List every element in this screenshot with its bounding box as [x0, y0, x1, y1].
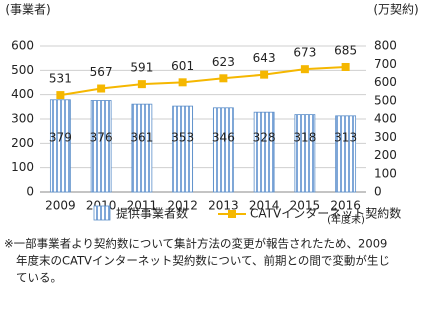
legend-label: CATVインターネット契約数: [250, 206, 401, 221]
y-tick-label: 500: [11, 63, 34, 77]
y-tick-label: 600: [11, 39, 34, 53]
y2-tick-label: 200: [374, 148, 397, 162]
y2-tick-label: 100: [374, 166, 397, 180]
x-tick-label: 2011: [127, 199, 158, 213]
line-value-label: 591: [130, 61, 153, 75]
footnote: ている。: [16, 271, 62, 285]
line-value-label: 601: [171, 59, 194, 73]
y2-axis-title: (万契約): [373, 2, 418, 17]
line-value-label: 567: [90, 65, 113, 79]
line-marker: [178, 78, 187, 87]
y2-tick-label: 0: [374, 185, 382, 199]
line-marker: [137, 80, 146, 89]
y-tick-label: 400: [11, 87, 34, 101]
line: [60, 65, 346, 97]
bar-value-label: 346: [212, 131, 235, 145]
y2-tick-label: 500: [374, 93, 397, 107]
line-marker: [56, 91, 65, 100]
x-tick-label: 2012: [167, 199, 198, 213]
y2-tick-label: 700: [374, 57, 397, 71]
bar-value-label: 328: [253, 131, 276, 145]
footnote: 年度末のCATVインターネット契約数について、前期との間で変動が生じ: [16, 254, 390, 268]
bar-value-label: 318: [293, 131, 316, 145]
x-tick-label: 2009: [45, 199, 76, 213]
line-marker: [219, 74, 228, 83]
x-note: (年度末): [327, 213, 365, 226]
bar: [131, 103, 153, 193]
y-tick-label: 100: [11, 160, 34, 174]
y-tick-label: 300: [11, 112, 34, 126]
bar: [253, 111, 275, 193]
bar-value-label: 361: [130, 131, 153, 145]
x-tick-label: 2014: [249, 199, 280, 213]
y2-tick-label: 300: [374, 130, 397, 144]
line-value-label: 643: [253, 51, 276, 65]
line-value-label: 623: [212, 55, 235, 69]
bar-value-label: 379: [49, 131, 72, 145]
line-marker: [260, 70, 269, 79]
bar: [294, 114, 316, 193]
x-tick-label: 2015: [290, 199, 321, 213]
y-tick-label: 200: [11, 136, 34, 150]
bar: [335, 115, 357, 193]
y-axis-title: (事業者): [5, 3, 50, 17]
bar-value-label: 313: [334, 131, 357, 145]
x-tick-label: 2013: [208, 199, 239, 213]
bar: [172, 105, 194, 193]
footnote: ※一部事業者より契約数について集計方法の変更が報告されたため、2009: [4, 237, 387, 251]
bar: [90, 100, 112, 193]
line-value-label: 531: [49, 72, 72, 86]
bar-value-label: 353: [171, 131, 194, 145]
bar: [212, 107, 234, 193]
legend-label: 提供事業者数: [116, 206, 188, 221]
line-value-label: 673: [293, 46, 316, 60]
x-tick-label: 2016: [330, 199, 361, 213]
y2-tick-label: 600: [374, 75, 397, 89]
legend-swatch: [93, 205, 111, 221]
line-marker: [97, 84, 106, 93]
legend-marker: [228, 210, 236, 218]
line-value-label: 685: [334, 43, 357, 57]
y2-tick-label: 400: [374, 112, 397, 126]
bar: [49, 99, 71, 193]
y2-tick-label: 800: [374, 39, 397, 53]
bar-value-label: 376: [90, 131, 113, 145]
line-marker: [300, 65, 309, 74]
line-marker: [341, 62, 350, 71]
y-tick-label: 0: [26, 185, 34, 199]
